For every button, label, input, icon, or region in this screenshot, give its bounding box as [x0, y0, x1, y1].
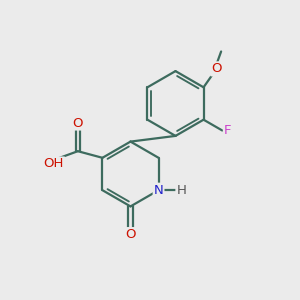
Text: F: F [224, 124, 231, 137]
Text: O: O [211, 62, 222, 75]
Text: O: O [125, 228, 136, 241]
Text: H: H [176, 184, 186, 197]
Text: O: O [73, 116, 83, 130]
Text: N: N [154, 184, 164, 197]
Text: OH: OH [44, 158, 64, 170]
